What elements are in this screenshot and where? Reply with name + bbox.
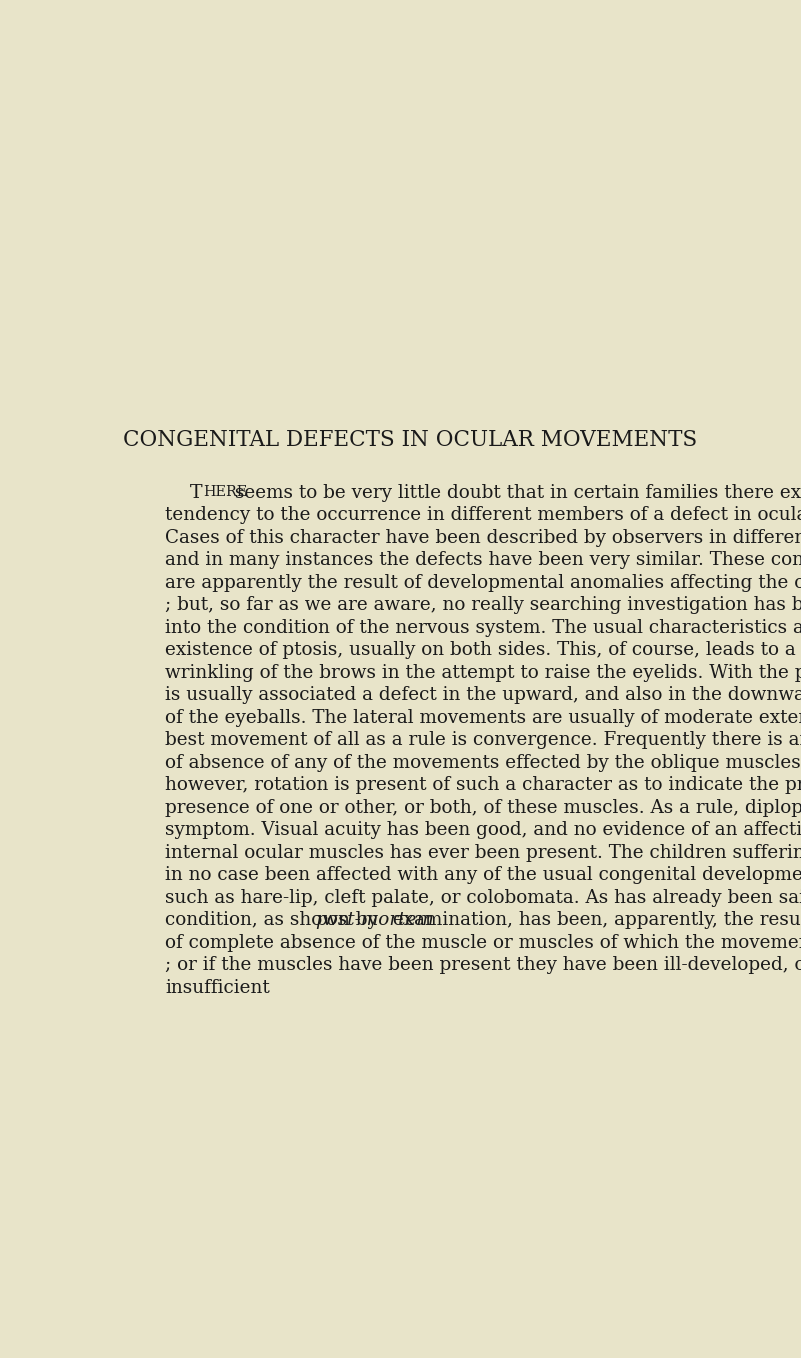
Text: post-mortem: post-mortem [316,911,434,929]
Text: ; but, so far as we are aware, no really searching investigation has been made: ; but, so far as we are aware, no really… [165,596,801,614]
Text: and in many instances the defects have been very similar. These congenital defec: and in many instances the defects have b… [165,551,801,569]
Text: best movement of all as a rule is convergence. Frequently there is an appearance: best movement of all as a rule is conver… [165,731,801,750]
Text: condition, as shown by: condition, as shown by [165,911,384,929]
Text: in no case been affected with any of the usual congenital developmental defects,: in no case been affected with any of the… [165,866,801,884]
Text: tendency to the occurrence in different members of a defect in ocular movements.: tendency to the occurrence in different … [165,507,801,524]
Text: CONGENITAL DEFECTS IN OCULAR MOVEMENTS: CONGENITAL DEFECTS IN OCULAR MOVEMENTS [123,429,698,451]
Text: ; or if the muscles have been present they have been ill-developed, of: ; or if the muscles have been present th… [165,956,801,974]
Text: such as hare-lip, cleft palate, or colobomata. As has already been said, the: such as hare-lip, cleft palate, or colob… [165,888,801,907]
Text: is usually associated a defect in the upward, and also in the downward, movement: is usually associated a defect in the up… [165,686,801,705]
Text: insufficient: insufficient [165,979,270,997]
Text: of the eyeballs. The lateral movements are usually of moderate extent, and the: of the eyeballs. The lateral movements a… [165,709,801,727]
Text: presence of one or other, or both, of these muscles. As a rule, diplopia is not : presence of one or other, or both, of th… [165,799,801,816]
Text: seems to be very little doubt that in certain families there exists a: seems to be very little doubt that in ce… [228,483,801,502]
Text: T: T [190,483,203,502]
Text: existence of ptosis, usually on both sides. This, of course, leads to a constant: existence of ptosis, usually on both sid… [165,641,801,660]
Text: of complete absence of the muscle or muscles of which the movements are defectiv: of complete absence of the muscle or mus… [165,933,801,952]
Text: into the condition of the nervous system. The usual characteristics are the: into the condition of the nervous system… [165,619,801,637]
Text: however, rotation is present of such a character as to indicate the probable: however, rotation is present of such a c… [165,777,801,794]
Text: Cases of this character have been described by observers in different countries,: Cases of this character have been descri… [165,530,801,547]
Text: of absence of any of the movements effected by the oblique muscles. Occasionally: of absence of any of the movements effec… [165,754,801,771]
Text: examination, has been, apparently, the result: examination, has been, apparently, the r… [387,911,801,929]
Text: internal ocular muscles has ever been present. The children suffering, also, hav: internal ocular muscles has ever been pr… [165,843,801,862]
Text: HERE: HERE [203,485,248,498]
Text: wrinkling of the brows in the attempt to raise the eyelids. With the ptosis ther: wrinkling of the brows in the attempt to… [165,664,801,682]
Text: are apparently the result of developmental anomalies affecting the ocular muscle: are apparently the result of development… [165,574,801,592]
Text: symptom. Visual acuity has been good, and no evidence of an affection of the: symptom. Visual acuity has been good, an… [165,822,801,839]
